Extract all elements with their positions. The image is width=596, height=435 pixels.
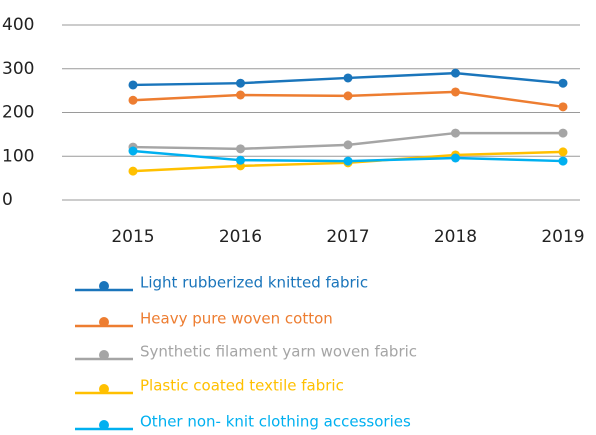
data-point <box>236 155 245 165</box>
data-point <box>343 73 353 83</box>
legend-label: Synthetic filament yarn woven fabric <box>140 343 417 361</box>
legend-label: Other non- knit clothing accessories <box>140 413 411 431</box>
data-point <box>236 78 245 88</box>
data-point <box>128 95 138 105</box>
x-tick-label: 2018 <box>434 227 477 247</box>
x-tick-label: 2016 <box>219 227 262 247</box>
y-tick-label: 0 <box>2 190 13 210</box>
data-point <box>343 156 353 166</box>
data-point <box>558 156 568 166</box>
data-point <box>451 153 460 163</box>
legend-marker <box>99 384 109 394</box>
y-tick-label: 200 <box>2 103 34 123</box>
y-tick-label: 300 <box>2 59 34 79</box>
data-point <box>343 140 353 150</box>
legend-marker <box>99 420 109 430</box>
data-point <box>558 102 568 112</box>
legend-marker <box>99 317 109 327</box>
data-point <box>128 166 138 176</box>
data-point <box>343 91 353 101</box>
legend-marker <box>99 350 109 360</box>
data-point <box>558 147 568 157</box>
data-point <box>128 80 138 90</box>
data-point <box>451 87 460 97</box>
legend-marker <box>99 281 109 291</box>
data-point <box>558 128 568 138</box>
x-tick-label: 2015 <box>111 227 154 247</box>
data-point <box>236 90 245 100</box>
y-tick-label: 400 <box>2 15 34 35</box>
legend-label: Plastic coated textile fabric <box>140 377 344 395</box>
legend-label: Light rubberized knitted fabric <box>140 274 368 292</box>
data-point <box>451 68 460 78</box>
y-tick-label: 100 <box>2 146 34 166</box>
data-point <box>128 146 138 156</box>
data-point <box>451 128 460 138</box>
data-point <box>558 78 568 88</box>
legend-label: Heavy pure woven cotton <box>140 310 333 328</box>
x-tick-label: 2019 <box>541 227 584 247</box>
data-point <box>236 144 245 154</box>
x-tick-label: 2017 <box>326 227 369 247</box>
